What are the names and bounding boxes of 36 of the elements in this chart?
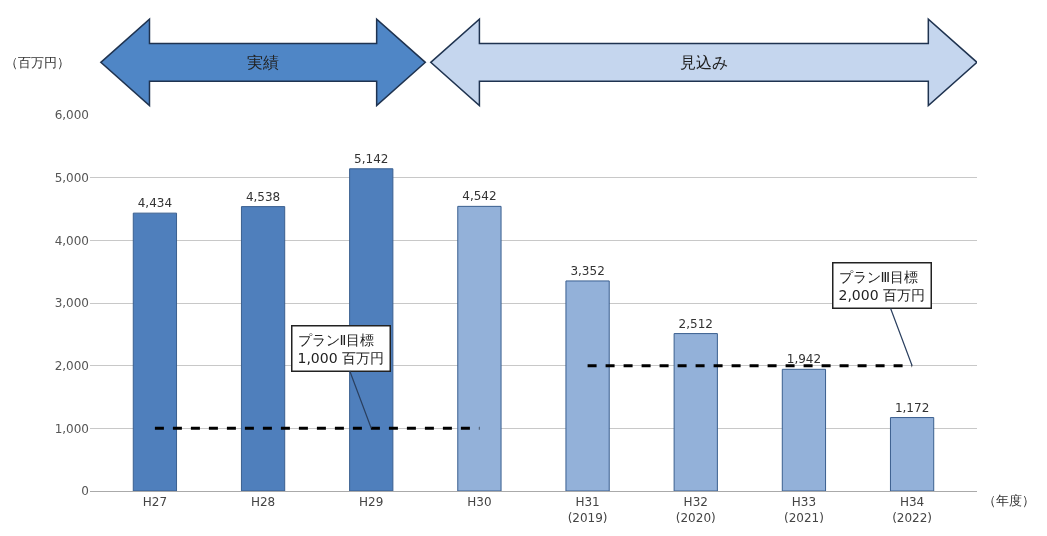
bar xyxy=(889,417,935,491)
bar xyxy=(673,333,718,491)
data-label: 1,172 xyxy=(894,400,930,415)
bar xyxy=(240,206,286,491)
y-tick-label: 0 xyxy=(81,484,89,499)
x-tick-label: H27 xyxy=(142,495,168,510)
annotation: プランⅢ目標 2,000 百万円 xyxy=(838,268,926,303)
y-tick-label: 4,000 xyxy=(54,233,89,248)
x-tick-label: H32 (2020) xyxy=(675,495,716,525)
text: 見込み xyxy=(680,53,728,72)
bar xyxy=(132,212,178,491)
x-tick-label: H31 (2019) xyxy=(567,495,608,525)
x-tick-label: H34 (2022) xyxy=(892,495,933,525)
y-tick-label: 1,000 xyxy=(54,421,89,436)
y-tick-label: 2,000 xyxy=(54,358,89,373)
x-tick-label: H30 xyxy=(467,495,492,510)
x-tick-label: H28 xyxy=(250,495,276,510)
data-label: 1,942 xyxy=(786,352,822,367)
bar xyxy=(565,280,610,491)
text: 実績 xyxy=(247,53,279,72)
y-tick-label: 5,000 xyxy=(54,170,89,185)
annotation: プランⅡ目標 1,000 百万円 xyxy=(297,331,385,366)
x-tick-label: H29 xyxy=(359,495,384,510)
y-axis-title: （百万円） xyxy=(5,55,70,70)
x-tick-label: H33 (2021) xyxy=(783,495,824,525)
data-label: 5,142 xyxy=(354,151,389,166)
x-axis-title: （年度） xyxy=(983,493,1035,508)
bar xyxy=(781,368,827,491)
data-label: 4,542 xyxy=(462,189,497,204)
data-label: 3,352 xyxy=(570,263,605,278)
bar xyxy=(457,205,502,491)
data-label: 4,434 xyxy=(137,196,173,211)
y-tick-label: 6,000 xyxy=(54,108,89,123)
data-label: 4,538 xyxy=(245,189,281,204)
y-tick-label: 3,000 xyxy=(54,296,89,311)
data-label: 2,512 xyxy=(678,316,713,331)
